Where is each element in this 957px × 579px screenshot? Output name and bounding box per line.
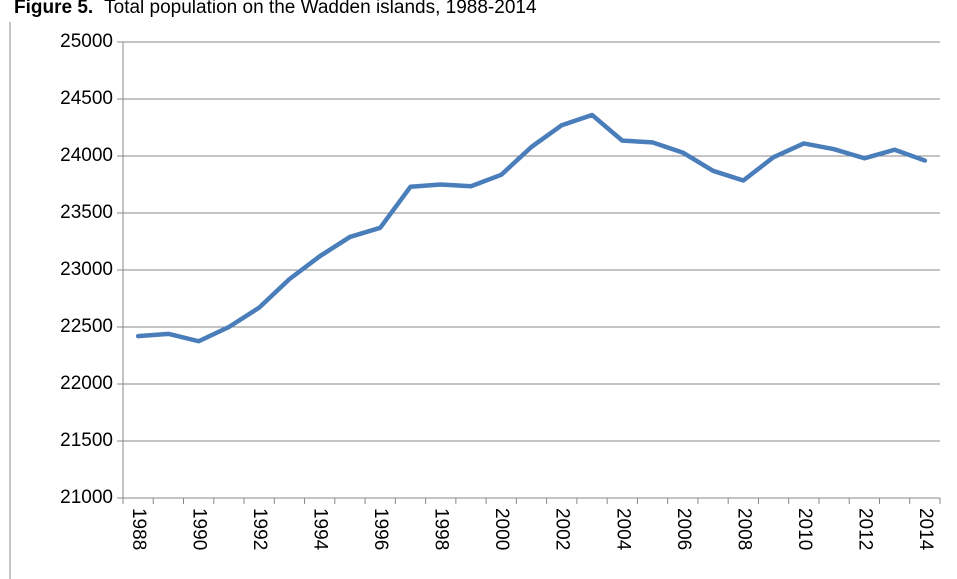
x-tick-label: 2014 (915, 508, 936, 551)
y-tick-label: 22500 (60, 316, 113, 337)
data-line (135, 112, 928, 344)
y-tick-label: 24500 (60, 88, 113, 109)
title-prefix: Figure 5. (14, 0, 93, 18)
x-tick-label: 2002 (552, 508, 573, 550)
title-text: Total population on the Wadden islands, … (104, 0, 537, 18)
y-tick-label: 24000 (60, 145, 113, 166)
x-tick-label: 2000 (491, 508, 512, 550)
y-tick-label: 21000 (60, 487, 113, 508)
x-tick-label: 1992 (249, 508, 270, 550)
x-tick-label: 1996 (370, 508, 391, 550)
y-tick-label: 23500 (60, 202, 113, 223)
y-tick-label: 22000 (60, 373, 113, 394)
x-tick-label: 1988 (128, 508, 149, 550)
y-tick-label: 21500 (60, 430, 113, 451)
x-tick-label: 2012 (854, 508, 875, 550)
chart-title: Figure 5. Total population on the Wadden… (14, 0, 537, 18)
x-tick-label: 2006 (673, 508, 694, 550)
x-tick-label: 1994 (310, 508, 331, 551)
x-tick-label: 1998 (431, 508, 452, 550)
x-tick-label: 2004 (612, 508, 633, 551)
x-tick-label: 1990 (189, 508, 210, 550)
y-tick-label: 25000 (60, 31, 113, 52)
y-tick-label: 23000 (60, 259, 113, 280)
x-tick-label: 2010 (794, 508, 815, 550)
x-tick-label: 2008 (733, 508, 754, 550)
